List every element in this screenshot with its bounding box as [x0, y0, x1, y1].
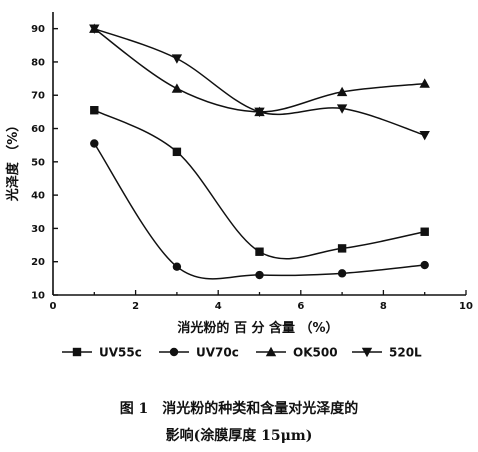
series-uv55c	[90, 106, 429, 260]
data-point-520l	[419, 130, 430, 141]
data-point-uv70c	[172, 262, 182, 271]
data-point-uv55c	[172, 147, 182, 157]
legend-item-ok500: OK500	[256, 346, 338, 360]
legend-label: UV55c	[99, 346, 142, 360]
x-tick-label: 6	[297, 301, 304, 312]
y-tick-label: 40	[31, 191, 45, 202]
series-uv70c	[90, 139, 429, 280]
legend-marker	[265, 346, 277, 357]
series-line-uv55c	[93, 109, 425, 260]
data-point-uv70c	[255, 270, 264, 280]
data-point-uv70c	[420, 260, 429, 270]
x-tick-label: 4	[215, 301, 222, 312]
y-tick-label: 60	[31, 124, 45, 135]
legend-marker	[72, 347, 82, 357]
data-point-uv55c	[255, 247, 264, 256]
data-point-ok500	[419, 78, 430, 88]
series-line-ok500	[93, 28, 425, 113]
x-tick-label: 0	[50, 301, 57, 312]
legend-label: OK500	[293, 346, 338, 360]
data-point-ok500	[336, 86, 348, 97]
y-axis-ticks: 10 20 30 40 50 60 70 80 90	[31, 24, 58, 302]
data-point-uv70c	[90, 139, 99, 148]
y-tick-label: 30	[31, 224, 45, 235]
x-axis-title: 消光粉的 百 分 含量 （%）	[177, 320, 338, 336]
data-point-520l	[336, 104, 348, 114]
legend-item-520l: 520L	[352, 346, 422, 360]
y-axis-title: 光泽度 （%）	[5, 119, 21, 203]
y-tick-label: 70	[31, 91, 45, 102]
legend-label: 520L	[389, 346, 422, 360]
x-tick-label: 8	[380, 301, 387, 312]
series-line-520l	[94, 27, 425, 136]
legend: UV55c UV70c OK500 520L	[62, 346, 422, 360]
series-layer	[89, 23, 430, 280]
legend-marker	[361, 347, 373, 358]
figure-caption-line-2: 影响(涂膜厚度 15μm)	[165, 428, 313, 444]
data-point-uv55c	[337, 244, 347, 253]
y-tick-label: 80	[31, 57, 45, 68]
data-point-uv55c	[420, 227, 429, 236]
series-line-uv70c	[93, 143, 425, 280]
y-tick-label: 90	[31, 24, 45, 35]
series-520l	[89, 24, 430, 141]
data-point-520l	[254, 107, 265, 118]
x-axis-ticks: 0 2 4 6 8 10	[50, 290, 473, 312]
legend-marker	[169, 347, 179, 357]
x-tick-label: 10	[459, 301, 473, 312]
data-point-uv70c	[337, 269, 347, 278]
y-tick-label: 20	[31, 257, 45, 268]
data-point-520l	[171, 54, 183, 64]
y-tick-label: 10	[31, 291, 45, 302]
y-tick-label: 50	[31, 157, 45, 168]
series-ok500	[89, 23, 430, 117]
x-tick-label: 2	[132, 301, 139, 312]
data-point-ok500	[171, 83, 183, 93]
legend-label: UV70c	[196, 346, 239, 360]
figure-caption-line-1: 图 1 消光粉的种类和含量对光泽度的	[119, 401, 359, 417]
legend-item-uv70c: UV70c	[159, 346, 239, 360]
legend-item-uv55c: UV55c	[62, 346, 142, 360]
data-point-uv55c	[90, 106, 99, 115]
data-point-520l	[89, 24, 100, 34]
